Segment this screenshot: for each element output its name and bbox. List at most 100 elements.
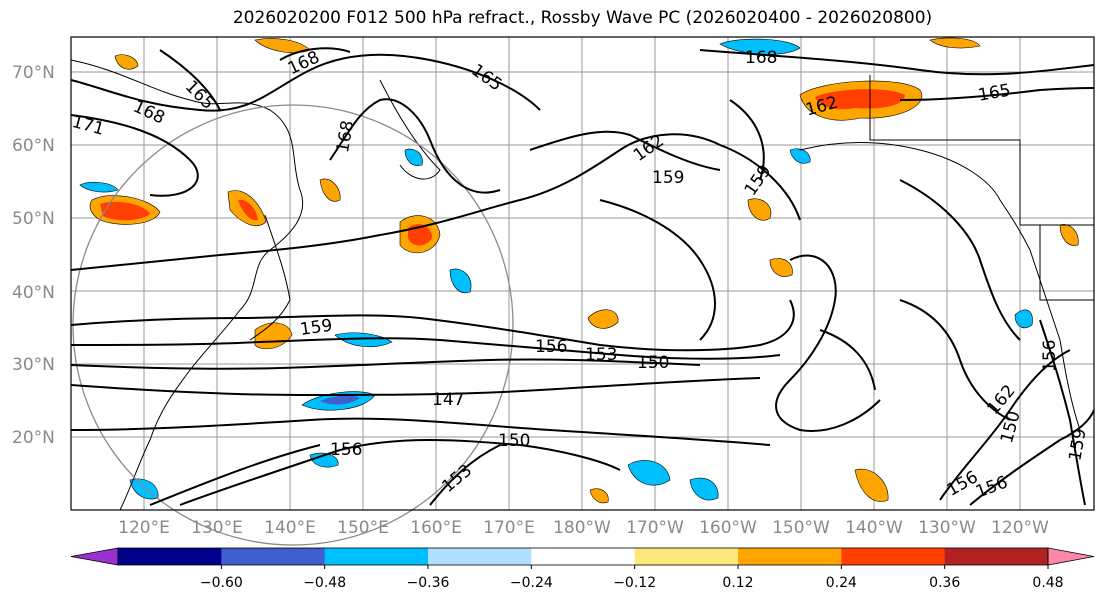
colorbar-segment <box>324 548 429 565</box>
lon-label: 130°W <box>918 518 976 538</box>
colorbar-extend-max <box>1047 547 1095 566</box>
contour-line <box>775 254 881 432</box>
colorbar-tick-label: 0.36 <box>929 575 960 591</box>
contour-line <box>70 417 771 446</box>
anomaly-negative <box>449 268 472 294</box>
lon-label: 140°E <box>264 518 316 538</box>
border-lines <box>869 75 1094 301</box>
colorbar-segment <box>428 548 532 565</box>
contour-line <box>70 114 199 197</box>
contour-line <box>329 98 501 194</box>
contour-line <box>529 130 721 171</box>
anomaly-negative <box>334 332 393 348</box>
colorbar-tick-label: 0.24 <box>826 575 857 591</box>
lon-label: 160°W <box>699 518 757 538</box>
coastline-kamchatka <box>379 79 441 180</box>
colorbar-tick-label: −0.36 <box>407 575 450 591</box>
lat-label: 70°N <box>12 63 55 83</box>
contour-line <box>70 377 761 397</box>
contour-line <box>70 299 795 352</box>
anomaly-negative <box>79 181 119 193</box>
contour-line <box>159 49 221 111</box>
colorbar-segment <box>944 548 1049 565</box>
colorbar-segment <box>841 548 946 565</box>
anomaly-positive <box>587 309 619 329</box>
map-border <box>70 36 1095 511</box>
contour-label: 168 <box>745 48 777 68</box>
contour-label: 159 <box>299 316 334 340</box>
lat-label: 40°N <box>12 283 55 303</box>
anomaly-negative <box>789 148 811 164</box>
lon-label: 170°W <box>626 518 684 538</box>
colorbar-extend-min <box>70 547 119 566</box>
contour-label: 156 <box>535 337 567 357</box>
anomaly-positive <box>589 488 609 504</box>
contour-label: 150 <box>498 431 530 451</box>
contour-line <box>279 47 351 61</box>
contour-line <box>70 133 801 271</box>
contour-line <box>149 444 321 506</box>
colorbar-segment <box>531 548 636 565</box>
contour-line <box>70 337 781 360</box>
contour-label: 147 <box>432 390 464 410</box>
anomaly-strong-positive <box>408 224 432 246</box>
contour-line <box>1039 319 1086 506</box>
anomaly-positive <box>929 37 981 49</box>
anomaly-strong-positive <box>815 89 905 110</box>
lon-label: 150°E <box>337 518 389 538</box>
colorbar-tick-label: −0.60 <box>200 575 243 591</box>
lon-label: 130°E <box>191 518 243 538</box>
colorbar-segment <box>634 548 739 565</box>
longitude-labels: 120°E 130°E 140°E 150°E 160°E 170°E 180°… <box>118 518 1049 538</box>
colorbar-tick-label: −0.12 <box>613 575 656 591</box>
latitude-labels: 70°N 60°N 50°N 40°N 30°N 20°N <box>12 63 55 448</box>
lon-label: 160°E <box>410 518 462 538</box>
height-contours <box>70 47 1095 506</box>
contour-line <box>599 199 716 341</box>
colorbar-segment <box>221 548 326 565</box>
anomaly-negative <box>627 460 671 486</box>
coastlines <box>70 59 1094 511</box>
anomaly-positive <box>854 468 889 502</box>
contour-label: 156 <box>330 440 362 460</box>
anomaly-positive <box>769 258 793 277</box>
lon-label: 150°W <box>772 518 830 538</box>
coastline-asia <box>70 59 304 511</box>
colorbar-tick-label: −0.48 <box>303 575 346 591</box>
contour-line <box>899 299 1011 421</box>
lon-label: 170°E <box>483 518 535 538</box>
colorbar-outline <box>117 547 1049 566</box>
lon-label: 120°W <box>991 518 1049 538</box>
contour-line <box>429 444 501 506</box>
contour-line <box>70 53 541 112</box>
contour-label: 153 <box>585 345 617 365</box>
lat-label: 20°N <box>12 428 55 448</box>
contour-line <box>939 349 1071 501</box>
lat-label: 30°N <box>12 355 55 375</box>
anomaly-negative <box>719 38 801 55</box>
contour-line <box>899 87 1095 101</box>
colorbar: −0.60 −0.48 −0.36 −0.24 −0.12 0.12 0.24 0.36 0.4… <box>70 547 1095 591</box>
anomaly-positive <box>747 198 772 221</box>
contour-line <box>819 329 876 391</box>
colorbar-tick-label: 0.12 <box>722 575 753 591</box>
coastline-alaska <box>799 142 1031 251</box>
lat-label: 60°N <box>12 136 55 156</box>
anomaly-positive <box>114 54 139 70</box>
anomaly-negative <box>404 148 423 166</box>
coastline-japan <box>249 214 291 341</box>
contour-label: 150 <box>637 353 669 373</box>
anomaly-strong-negative <box>320 395 360 405</box>
contour-line <box>729 99 765 181</box>
map-title: 2026020200 F012 500 hPa refract., Rossby… <box>232 8 933 28</box>
anomaly-negative <box>689 477 719 501</box>
anomaly-negative <box>1014 309 1033 329</box>
refractivity-anomalies <box>79 37 1079 504</box>
contour-line <box>899 179 1021 341</box>
anomaly-positive <box>319 178 341 202</box>
lat-label: 50°N <box>12 209 55 229</box>
colorbar-tick-label: 0.48 <box>1032 575 1063 591</box>
contour-line <box>179 439 621 506</box>
lon-label: 180°W <box>553 518 611 538</box>
